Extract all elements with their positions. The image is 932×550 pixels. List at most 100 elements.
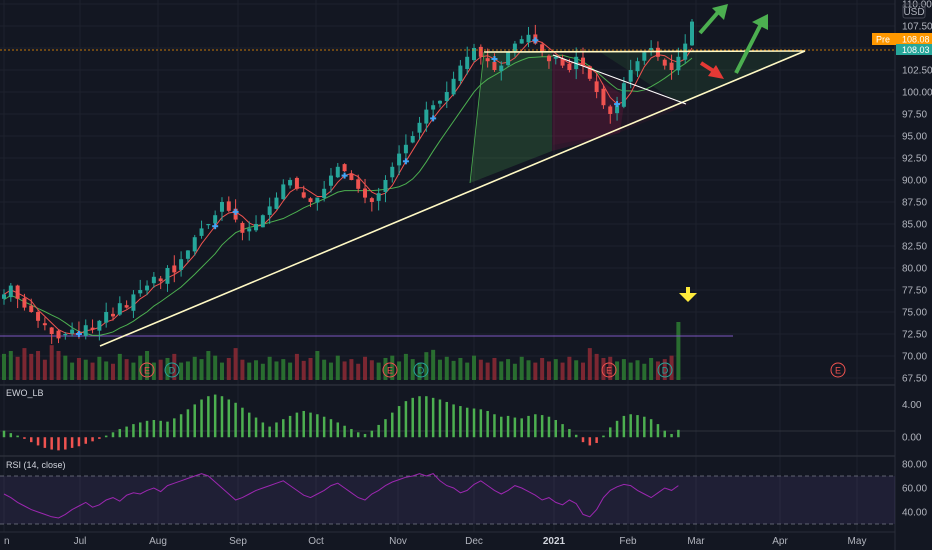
candle-body: [110, 313, 115, 317]
volume-bar: [308, 357, 313, 380]
price-tick-label: 82.50: [902, 242, 927, 253]
candle-body: [151, 276, 156, 284]
candle-body: [669, 62, 674, 70]
red-down-arrow: [699, 61, 724, 79]
volume-bar: [390, 355, 395, 380]
price-tick-label: 67.50: [902, 374, 927, 385]
volume-bar: [8, 351, 13, 380]
dividend-marker[interactable]: D: [657, 362, 673, 378]
earnings-marker[interactable]: E: [139, 362, 155, 378]
volume-bar: [356, 363, 361, 380]
volume-bar: [76, 357, 81, 380]
volume-bar: [512, 363, 517, 380]
candle: [281, 179, 286, 200]
candle-body: [42, 323, 47, 326]
volume-bar: [36, 351, 41, 380]
arrow-annotations: [679, 4, 768, 302]
candle: [410, 131, 415, 144]
volume-bar: [22, 348, 27, 380]
candle-body: [383, 180, 388, 192]
rally-left-edge: [469, 51, 485, 184]
wedge-zone-fill: [553, 55, 690, 145]
candle: [444, 81, 449, 108]
candle: [451, 71, 456, 97]
candle: [635, 57, 640, 78]
last-price-badge: 108.03: [896, 44, 932, 55]
price-tick-label: 75.00: [902, 308, 927, 319]
earnings-marker[interactable]: E: [601, 362, 617, 378]
volume-bar: [172, 353, 177, 380]
pullback-zone-fill: [552, 52, 625, 151]
time-tick-label: May: [848, 536, 867, 547]
price-tick-label: 90.00: [902, 176, 927, 187]
candle-body: [615, 105, 620, 114]
currency-badge[interactable]: USD: [902, 3, 926, 19]
cross-signal-marker: [232, 208, 239, 215]
candle: [587, 65, 592, 82]
candle-body: [649, 48, 654, 51]
candle: [219, 197, 224, 221]
dividend-marker[interactable]: D: [164, 362, 180, 378]
volume-bar: [444, 356, 449, 380]
candle-body: [417, 122, 422, 133]
volume-bar: [247, 362, 252, 380]
candle-body: [158, 278, 163, 282]
volume-bar: [90, 362, 95, 380]
candle: [519, 35, 524, 44]
rsi-axis: 80.00 60.00 40.00: [902, 460, 927, 519]
time-axis[interactable]: n Jul Aug Sep Oct Nov Dec 2021 Feb Mar Apr May: [4, 536, 866, 547]
volume-bar: [254, 360, 259, 380]
candle: [124, 300, 129, 309]
earnings-marker[interactable]: E: [382, 362, 398, 378]
candle: [226, 196, 231, 213]
candle-body: [192, 237, 197, 252]
volume-bar: [369, 360, 374, 380]
candle-body: [546, 55, 551, 62]
time-tick-label: Dec: [465, 536, 483, 547]
candle-body: [376, 193, 381, 201]
candle: [363, 178, 368, 204]
volume-bar: [335, 355, 340, 380]
yellow-down-arrow: [679, 287, 697, 302]
candle-body: [117, 303, 122, 315]
volume-bar: [63, 355, 68, 380]
candle-body: [131, 294, 136, 311]
volume-bar: [294, 353, 299, 380]
candle-body: [247, 228, 252, 232]
volume-bar: [492, 357, 497, 380]
candle-body: [301, 192, 306, 198]
volume-bar: [478, 359, 483, 380]
trendlines: [0, 49, 895, 347]
volume-bar: [472, 355, 477, 380]
earnings-marker[interactable]: E: [830, 362, 846, 378]
volume-bar: [281, 359, 286, 380]
volume-bar: [131, 362, 136, 380]
candle-body: [124, 305, 129, 308]
candle: [615, 96, 620, 121]
candle: [349, 170, 354, 181]
ewo-title[interactable]: EWO_LB: [6, 388, 44, 398]
rsi-line: [3, 473, 679, 519]
volume-bar: [342, 361, 347, 380]
time-tick-label: 2021: [543, 536, 566, 547]
volume-bar: [485, 362, 490, 380]
candle: [301, 185, 306, 199]
rsi-tick-label: 40.00: [902, 508, 927, 519]
cross-signal-marker: [402, 158, 409, 165]
price-tick-label: 97.50: [902, 110, 927, 121]
volume-bar: [179, 362, 184, 380]
candle: [213, 210, 218, 225]
rsi-title[interactable]: RSI (14, close): [6, 460, 66, 470]
candle-body: [104, 312, 109, 323]
candle: [56, 329, 61, 344]
candle-body: [172, 265, 177, 273]
volume-bar: [260, 363, 265, 380]
volume-bar: [587, 348, 592, 380]
candle: [185, 250, 190, 263]
candle: [117, 296, 122, 317]
candle: [104, 302, 109, 328]
dividend-marker[interactable]: D: [413, 362, 429, 378]
candle-body: [138, 290, 143, 294]
candle-body: [397, 153, 402, 166]
